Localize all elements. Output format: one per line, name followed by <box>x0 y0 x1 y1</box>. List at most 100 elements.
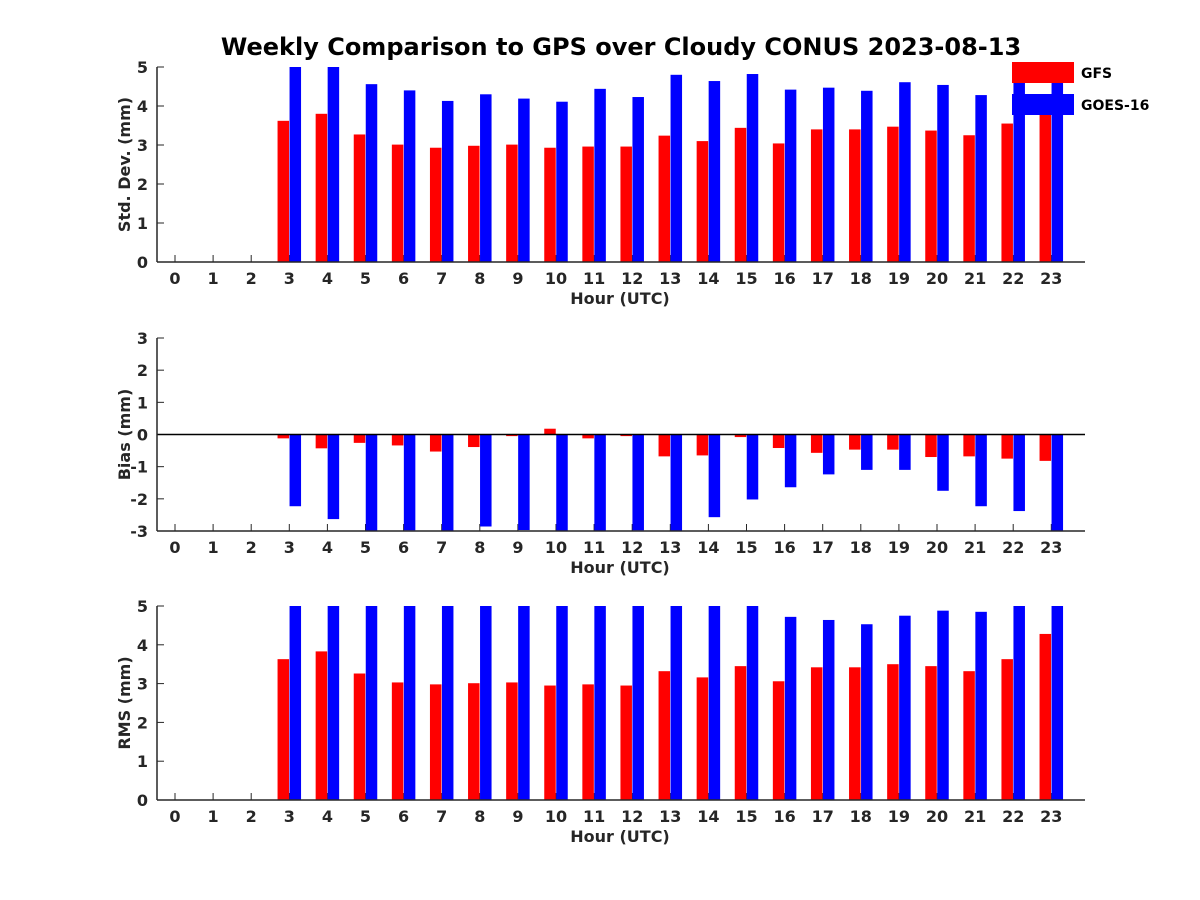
bar-gfs-hour-20 <box>925 130 937 262</box>
bar-goes-16-hour-17 <box>822 434 835 475</box>
bar-goes-16-hour-13 <box>670 74 683 262</box>
bar-goes-16-hour-22 <box>1013 606 1025 800</box>
x-tick-label: 9 <box>512 807 523 826</box>
x-tick-label: 21 <box>964 538 986 557</box>
bar-gfs-hour-23 <box>1039 434 1052 461</box>
x-tick-label: 8 <box>474 807 485 826</box>
x-tick-label: 17 <box>812 538 834 557</box>
bar-goes-16-hour-10 <box>556 434 568 531</box>
x-tick-label: 23 <box>1040 807 1062 826</box>
bar-goes-16-hour-18 <box>861 90 873 262</box>
bar-gfs-hour-16 <box>772 681 785 800</box>
bar-goes-16-hour-8 <box>480 606 492 800</box>
y-tick-label: 2 <box>137 175 148 194</box>
bar-gfs-hour-20 <box>925 666 937 800</box>
x-tick-label: 15 <box>735 807 757 826</box>
bar-gfs-hour-10 <box>544 428 556 435</box>
x-tick-label: 12 <box>621 538 643 557</box>
x-tick-label: 10 <box>545 538 567 557</box>
bar-gfs-hour-10 <box>544 147 556 262</box>
y-tick-label: -2 <box>130 490 148 509</box>
y-tick-label: 1 <box>137 214 148 233</box>
y-tick-label: 5 <box>137 597 148 616</box>
bar-gfs-hour-14 <box>696 141 709 262</box>
bar-goes-16-hour-4 <box>327 67 340 262</box>
bar-gfs-hour-16 <box>772 434 785 449</box>
x-tick-label: 2 <box>246 807 257 826</box>
bar-goes-16-hour-20 <box>937 434 949 491</box>
x-tick-label: 15 <box>735 538 757 557</box>
x-tick-label: 21 <box>964 807 986 826</box>
bar-gfs-hour-12 <box>620 146 632 262</box>
legend-label-goes-16: GOES-16 <box>1081 98 1149 114</box>
x-tick-label: 1 <box>208 538 219 557</box>
y-tick-label: 2 <box>137 361 148 380</box>
bar-gfs-hour-4 <box>315 434 328 449</box>
x-tick-label: 1 <box>208 807 219 826</box>
x-tick-label: 5 <box>360 807 371 826</box>
bar-gfs-hour-13 <box>658 135 671 262</box>
bar-goes-16-hour-23 <box>1051 76 1064 262</box>
bar-goes-16-hour-6 <box>403 434 416 531</box>
bar-goes-16-hour-9 <box>518 98 530 262</box>
x-tick-label: 5 <box>360 538 371 557</box>
y-axis-label: Bias (mm) <box>115 389 134 481</box>
x-tick-label: 2 <box>246 269 257 288</box>
bar-goes-16-hour-15 <box>746 606 759 800</box>
x-tick-label: 19 <box>888 538 910 557</box>
bar-goes-16-hour-4 <box>327 434 340 520</box>
bar-gfs-hour-18 <box>849 434 861 450</box>
x-tick-label: 20 <box>926 807 948 826</box>
x-tick-label: 16 <box>773 807 795 826</box>
bar-goes-16-hour-11 <box>594 88 606 262</box>
bar-gfs-hour-9 <box>506 434 518 437</box>
x-tick-label: 0 <box>169 807 180 826</box>
bar-gfs-hour-18 <box>849 129 861 262</box>
legend-label-gfs: GFS <box>1081 66 1112 82</box>
bar-gfs-hour-22 <box>1001 659 1013 800</box>
x-tick-label: 10 <box>545 807 567 826</box>
x-tick-label: 7 <box>436 269 447 288</box>
x-tick-label: 16 <box>773 538 795 557</box>
x-tick-label: 12 <box>621 807 643 826</box>
x-tick-label: 23 <box>1040 538 1062 557</box>
bar-goes-16-hour-21 <box>975 95 987 262</box>
bar-gfs-hour-17 <box>810 434 823 453</box>
bar-gfs-hour-23 <box>1039 109 1052 263</box>
x-tick-label: 19 <box>888 269 910 288</box>
bar-gfs-hour-10 <box>544 685 556 800</box>
bar-goes-16-hour-13 <box>670 606 683 800</box>
y-tick-label: 4 <box>137 636 148 655</box>
y-tick-label: 4 <box>137 97 148 116</box>
bar-gfs-hour-11 <box>582 434 594 439</box>
bar-goes-16-hour-19 <box>899 434 911 470</box>
bar-gfs-hour-21 <box>963 434 975 457</box>
x-tick-label: 4 <box>322 807 333 826</box>
bar-goes-16-hour-20 <box>937 610 949 800</box>
bar-goes-16-hour-8 <box>480 434 492 527</box>
bar-goes-16-hour-11 <box>594 434 606 531</box>
bar-goes-16-hour-8 <box>480 94 492 262</box>
x-tick-label: 18 <box>850 807 872 826</box>
y-tick-label: 5 <box>137 58 148 77</box>
x-tick-label: 13 <box>659 807 681 826</box>
bar-gfs-hour-4 <box>315 113 328 262</box>
bar-gfs-hour-18 <box>849 667 861 800</box>
y-tick-label: 3 <box>137 675 148 694</box>
bar-goes-16-hour-17 <box>822 87 835 262</box>
bar-gfs-hour-5 <box>353 434 366 443</box>
bar-gfs-hour-3 <box>277 120 290 262</box>
bar-goes-16-hour-4 <box>327 606 340 800</box>
x-tick-label: 5 <box>360 269 371 288</box>
bar-goes-16-hour-15 <box>746 434 759 500</box>
bar-gfs-hour-15 <box>734 127 747 262</box>
bar-goes-16-hour-11 <box>594 606 606 800</box>
x-tick-label: 6 <box>398 807 409 826</box>
y-tick-label: -3 <box>130 522 148 541</box>
bar-goes-16-hour-3 <box>289 67 302 262</box>
bar-gfs-hour-8 <box>468 145 480 262</box>
x-tick-label: 8 <box>474 269 485 288</box>
bar-gfs-hour-6 <box>391 144 404 262</box>
